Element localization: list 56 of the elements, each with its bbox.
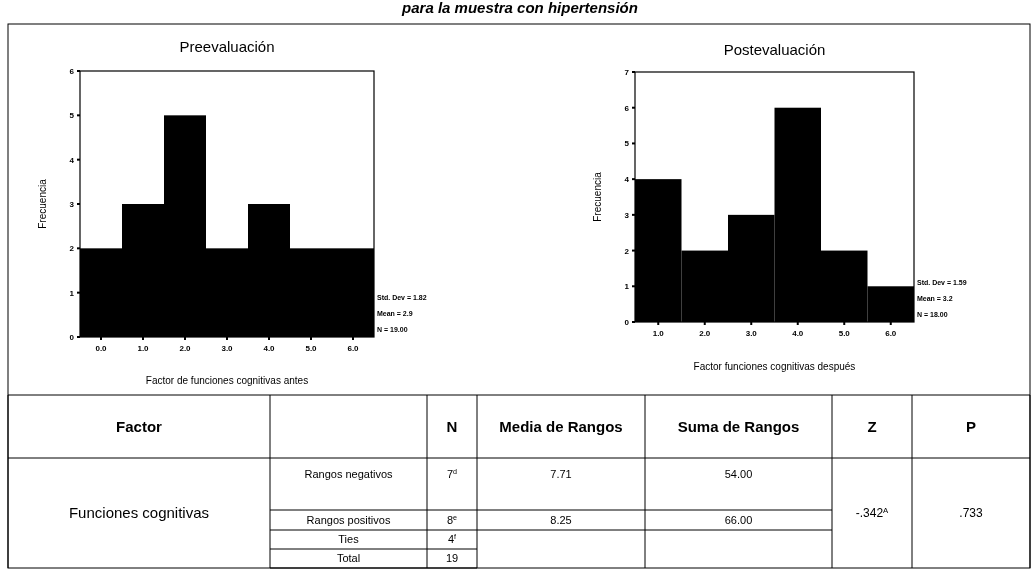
y-tick-label: 1 xyxy=(624,282,630,292)
text: 7.71 xyxy=(550,467,572,480)
y-tick-label: 1 xyxy=(69,288,75,298)
text: Z xyxy=(867,417,877,435)
y-tick-label: 3 xyxy=(624,210,630,220)
text: N xyxy=(446,417,458,435)
text: Rangos positivos xyxy=(306,513,391,526)
y-tick-label: 5 xyxy=(624,139,630,149)
y-tick-label: 5 xyxy=(69,111,75,121)
y-axis-title: Frecuencia xyxy=(592,171,603,222)
text: Rangos negativos xyxy=(304,467,394,480)
text: Media de Rangos xyxy=(499,417,623,435)
text: 8$^{e}$ xyxy=(446,513,458,526)
text: .733 xyxy=(959,506,983,521)
x-tick-label: 5.0 xyxy=(838,329,851,338)
y-tick-label: 4 xyxy=(624,175,630,185)
y-tick-label: 3 xyxy=(69,200,75,209)
text: 4$^{f}$ xyxy=(447,533,457,546)
y-tick-label: 6 xyxy=(69,67,75,76)
x-axis-title: Factor funciones cognitivas después xyxy=(693,361,856,372)
y-axis-title: Frecuencia xyxy=(37,178,48,229)
text: para la muestra con hipertensión xyxy=(401,0,638,16)
x-tick-label: 4.0 xyxy=(792,329,804,338)
text: 19 xyxy=(445,552,459,565)
y-tick-label: 6 xyxy=(624,103,630,113)
chart-title: Postevaluación xyxy=(723,41,826,58)
x-tick-label: 0.0 xyxy=(95,344,108,353)
x-tick-label: 3.0 xyxy=(221,344,234,353)
text: 54.00 xyxy=(724,467,753,480)
text: 7$^{d}$ xyxy=(446,467,458,480)
x-tick-label: 2.0 xyxy=(699,329,711,338)
y-tick-label: 0 xyxy=(624,318,630,327)
x-tick-label: 5.0 xyxy=(305,344,318,353)
x-tick-label: 3.0 xyxy=(745,329,758,338)
y-tick-label: 2 xyxy=(624,246,630,256)
text: 66.00 xyxy=(724,513,753,526)
text: P xyxy=(965,417,977,435)
x-tick-label: 6.0 xyxy=(347,344,360,353)
text: Suma de Rangos xyxy=(677,417,800,435)
text: Funciones cognitivas xyxy=(68,504,210,522)
text: Ties xyxy=(338,533,360,546)
y-tick-label: 2 xyxy=(69,244,75,254)
x-tick-label: 2.0 xyxy=(179,344,192,353)
y-tick-label: 4 xyxy=(69,155,75,165)
x-axis-title: Factor de funciones cognitivas antes xyxy=(145,375,309,386)
x-tick-label: 4.0 xyxy=(263,344,276,353)
text: Factor xyxy=(116,417,163,435)
chart-title: Preevaluación xyxy=(179,38,275,55)
y-tick-label: 0 xyxy=(69,333,75,342)
x-tick-label: 1.0 xyxy=(652,329,665,338)
text: -.342$^{A}$ xyxy=(855,505,890,521)
text: 8.25 xyxy=(550,513,572,526)
text: Total xyxy=(336,552,361,565)
y-tick-label: 7 xyxy=(624,68,630,77)
x-tick-label: 1.0 xyxy=(137,344,150,353)
x-tick-label: 6.0 xyxy=(885,329,897,338)
